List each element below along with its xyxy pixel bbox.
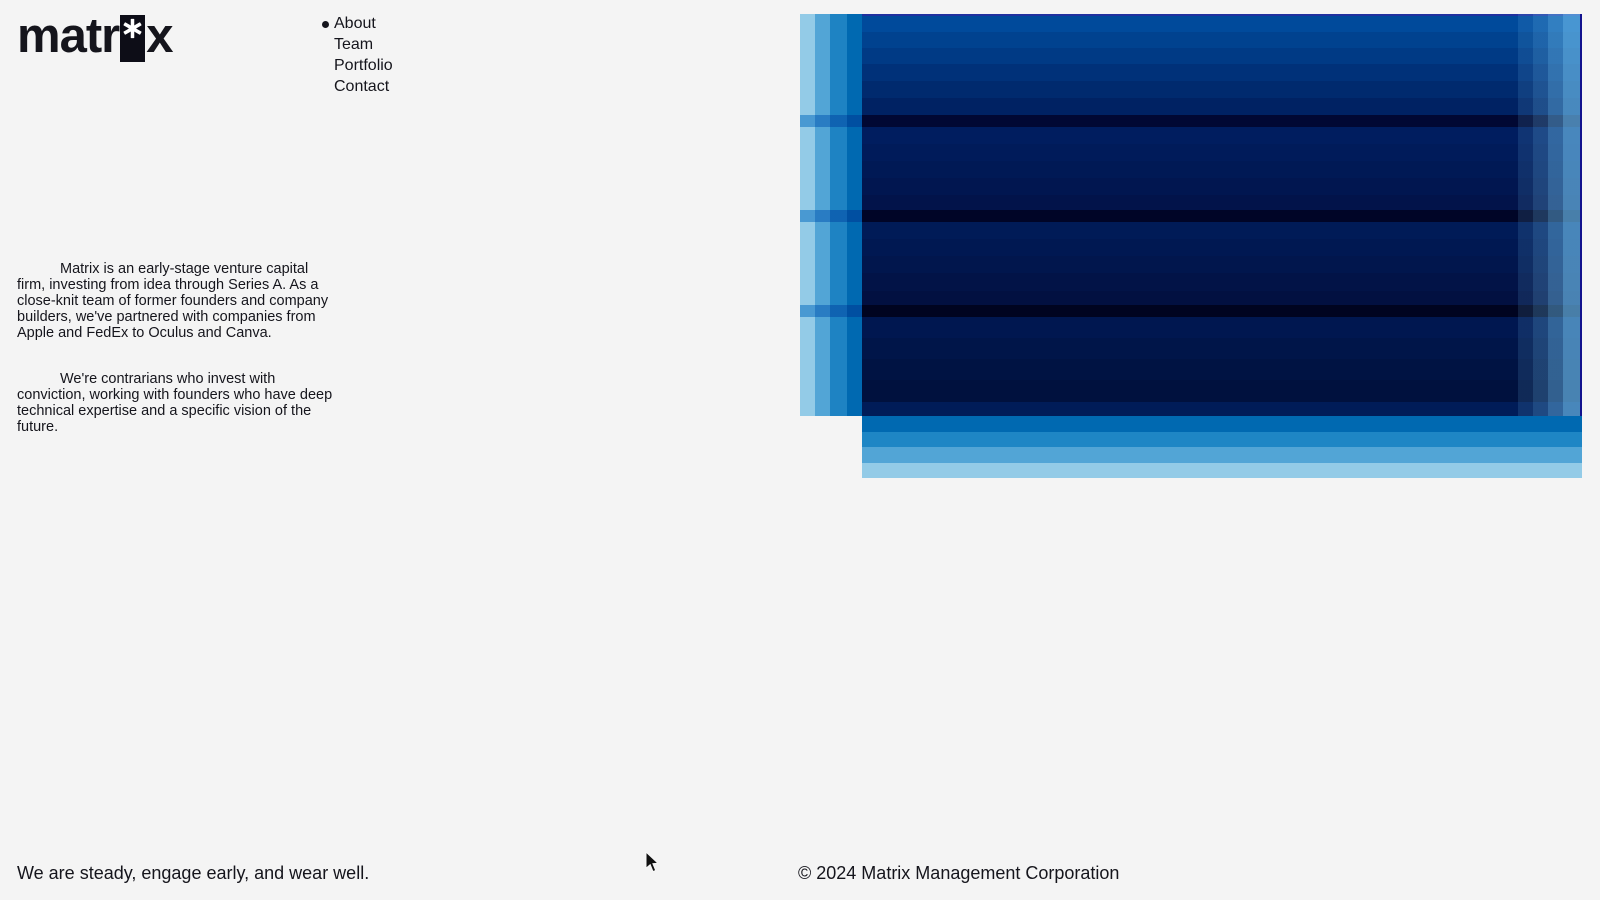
artwork-right-gradient-strip <box>1518 14 1582 416</box>
hero-artwork <box>800 14 1582 478</box>
logo[interactable]: matr x <box>17 9 173 66</box>
intro-paragraph-1: Matrix is an early-stage venture capital… <box>17 261 329 341</box>
nav-item-about[interactable]: About <box>334 15 376 32</box>
logo-text-post: x <box>146 9 173 63</box>
nav-bullet-icon <box>322 21 329 28</box>
nav-item-contact[interactable]: Contact <box>334 78 390 95</box>
logo-asterisk-box <box>120 15 146 62</box>
nav-item-portfolio[interactable]: Portfolio <box>334 57 393 74</box>
footer-copyright: © 2024 Matrix Management Corporation <box>798 863 1120 883</box>
artwork-main-block <box>862 14 1582 478</box>
intro-paragraph-2: We're contrarians who invest with convic… <box>17 371 333 435</box>
mouse-cursor-icon <box>645 852 659 873</box>
intro-section: Matrix is an early-stage venture capital… <box>17 261 339 465</box>
nav-item-team[interactable]: Team <box>334 36 374 53</box>
main-nav: About Team Portfolio Contact <box>322 13 393 97</box>
footer-tagline: We are steady, engage early, and wear we… <box>17 863 370 883</box>
logo-text-pre: matr <box>17 9 120 63</box>
artwork-left-gradient-strip <box>800 14 862 416</box>
